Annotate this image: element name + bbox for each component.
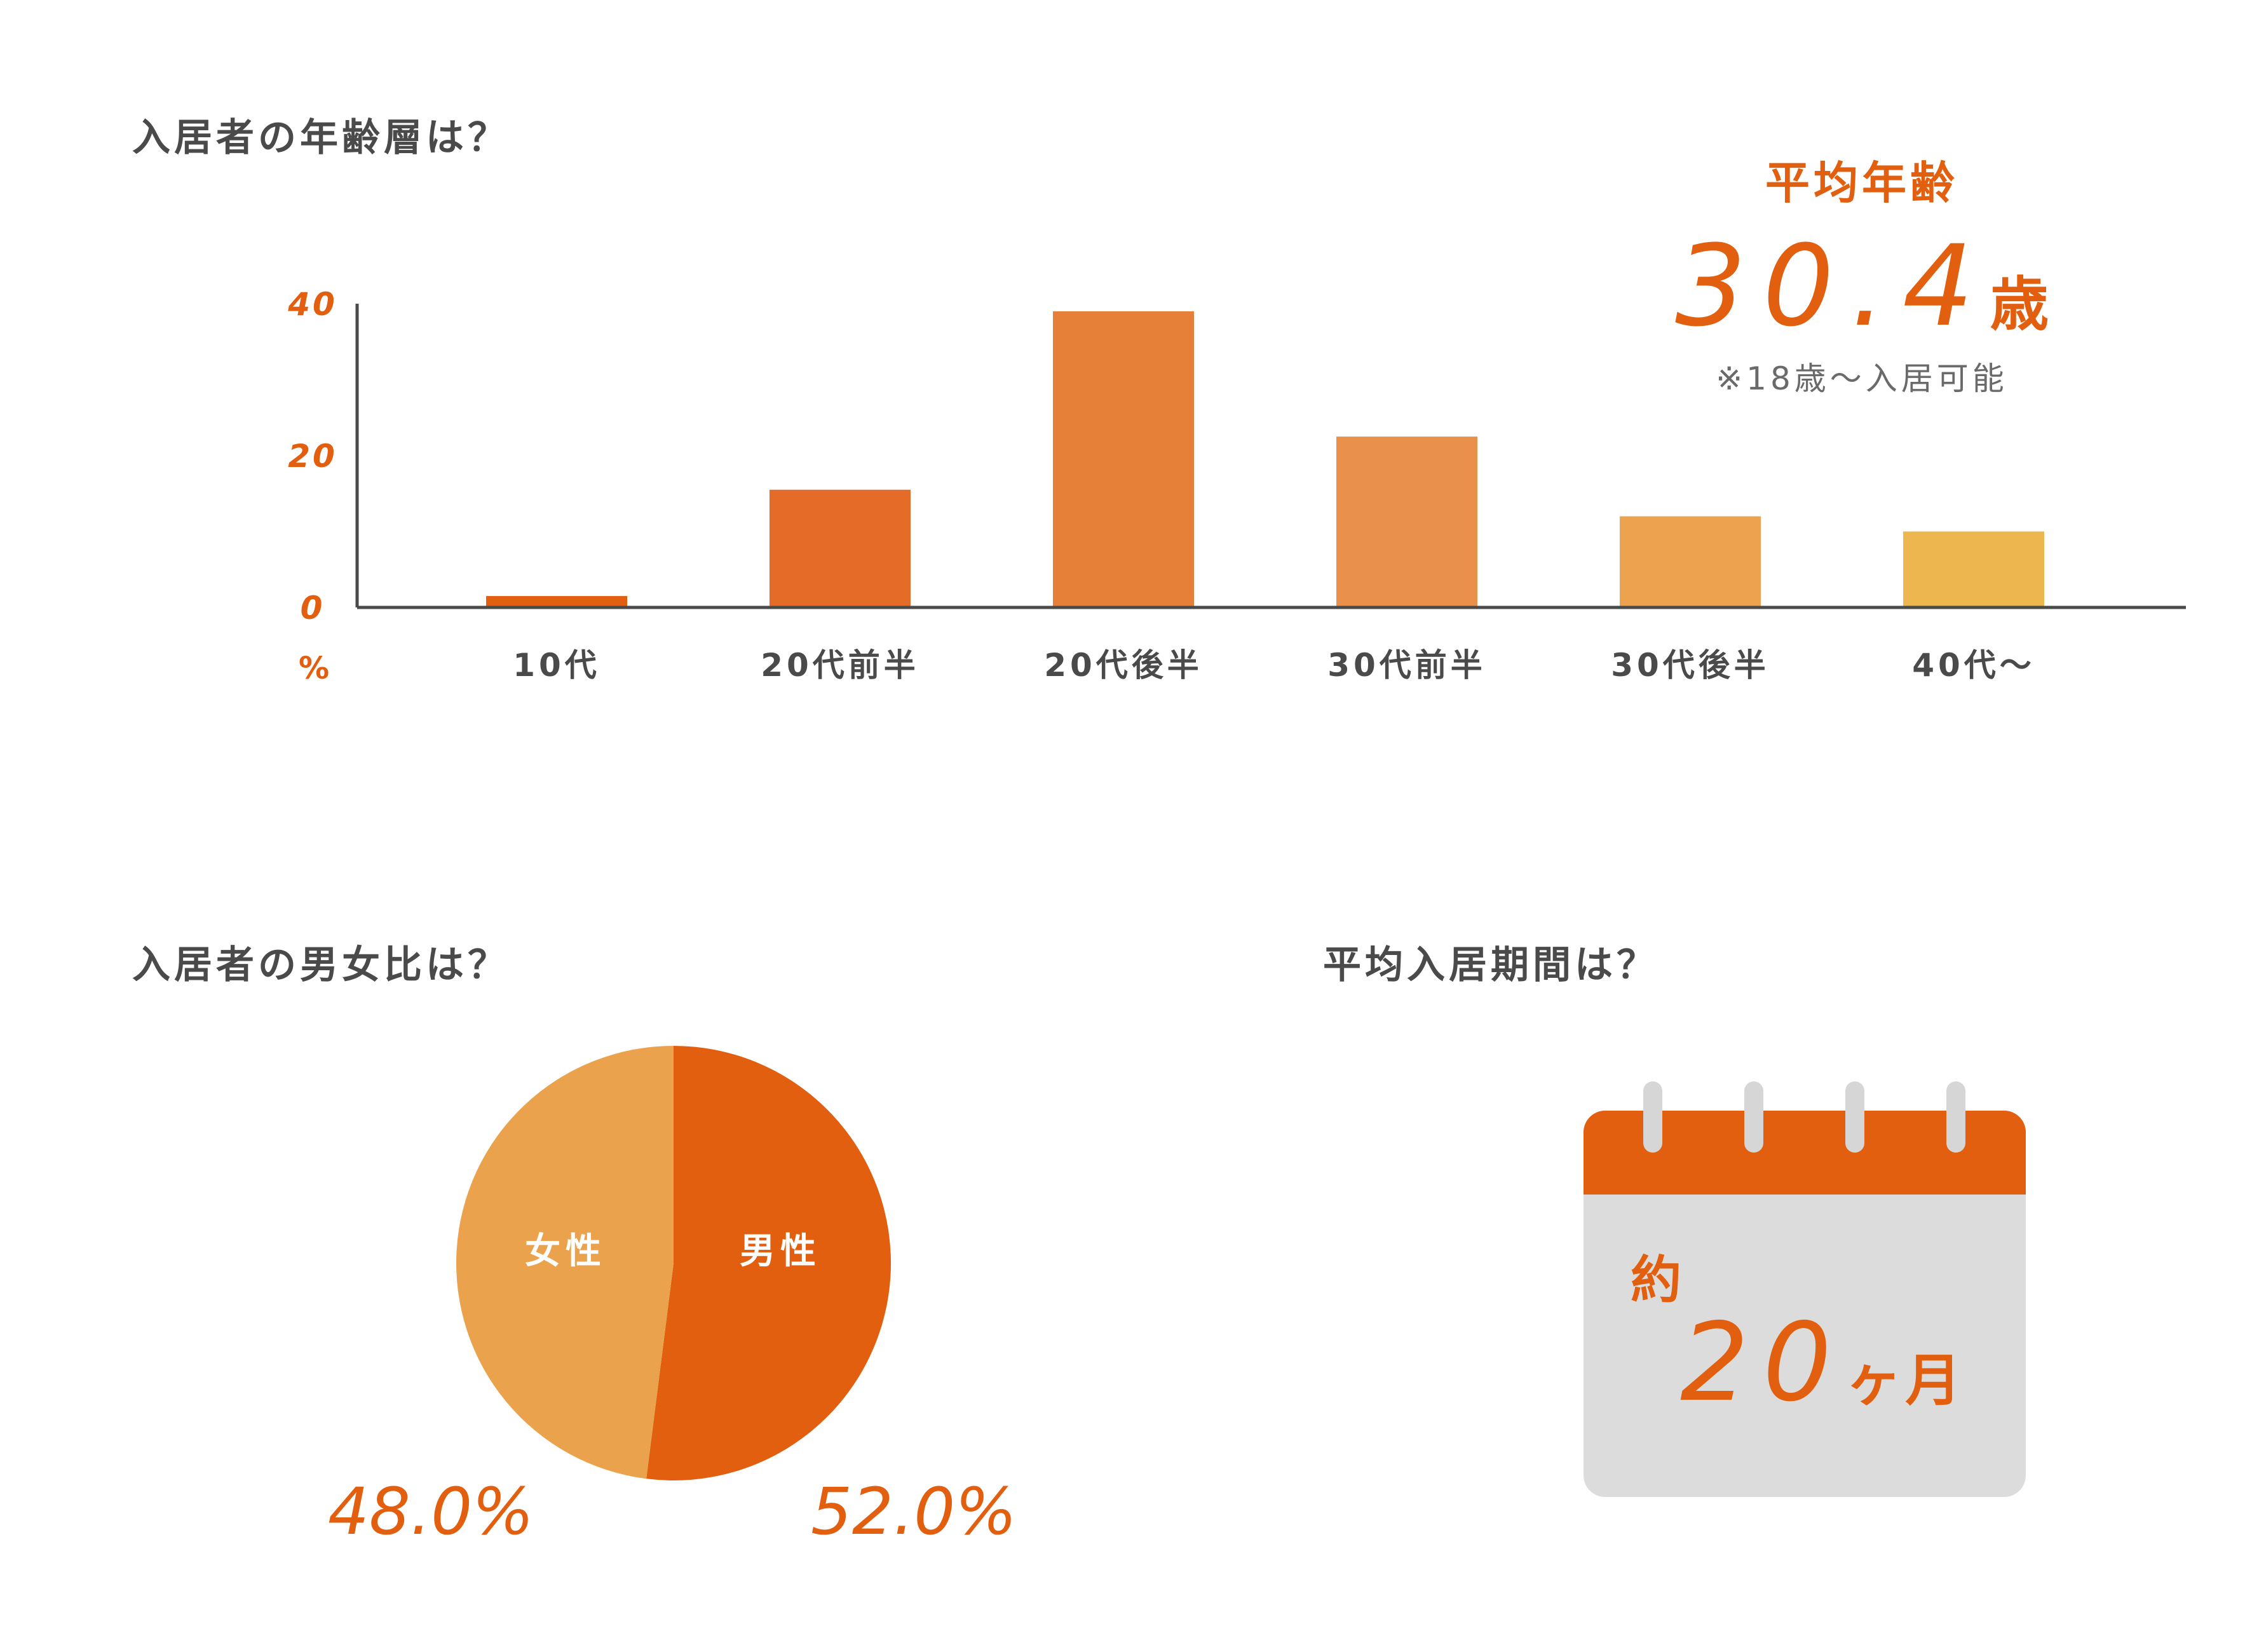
pie-slice [456, 1046, 674, 1479]
y-unit-label: % [299, 651, 329, 686]
x-tick-label: 30代後半 [1611, 647, 1770, 684]
bar [1053, 311, 1194, 607]
female-percentage: 48.0% [328, 1474, 534, 1550]
stay-unit: ヶ月 [1845, 1348, 1965, 1413]
y-tick-label: 0 [301, 590, 325, 626]
bar [1620, 516, 1761, 607]
average-age-value: 30.4歳 [1639, 221, 2084, 351]
bar [1336, 437, 1477, 607]
bar [486, 596, 627, 607]
pie-slice [646, 1046, 892, 1480]
gender-heading: 入居者の男女比は？ [132, 943, 510, 987]
pie-label-male: 男性 [740, 1231, 821, 1272]
x-tick-label: 10代 [513, 647, 600, 684]
calendar-ring [1845, 1081, 1864, 1153]
x-tick-label: 40代〜 [1912, 647, 2035, 684]
pie-label-female: 女性 [525, 1231, 606, 1272]
calendar-ring [1643, 1081, 1662, 1153]
calendar-ring [1946, 1081, 1965, 1153]
x-tick-label: 20代後半 [1044, 647, 1203, 684]
stay-value: 20ヶ月 [1680, 1300, 1965, 1426]
calendar-ring [1744, 1081, 1763, 1153]
y-tick-label: 40 [287, 286, 337, 323]
average-age-unit: 歳 [1990, 271, 2049, 339]
male-percentage: 52.0% [811, 1474, 1017, 1550]
x-tick-label: 20代前半 [761, 647, 919, 684]
stay-number: 20 [1680, 1300, 1846, 1426]
average-age-number: 30.4 [1675, 221, 1990, 351]
x-tick-label: 30代前半 [1327, 647, 1486, 684]
bar [1903, 531, 2044, 607]
average-age-note: ※18歳〜入居可能 [1716, 360, 2008, 397]
y-tick-label: 20 [288, 438, 337, 475]
stay-heading: 平均入居期間は？ [1323, 943, 1658, 987]
average-age-label: 平均年齢 [1765, 157, 1958, 209]
bar [770, 489, 911, 607]
stay-prefix: 約 [1631, 1250, 1681, 1310]
age-heading: 入居者の年齢層は？ [132, 116, 510, 160]
